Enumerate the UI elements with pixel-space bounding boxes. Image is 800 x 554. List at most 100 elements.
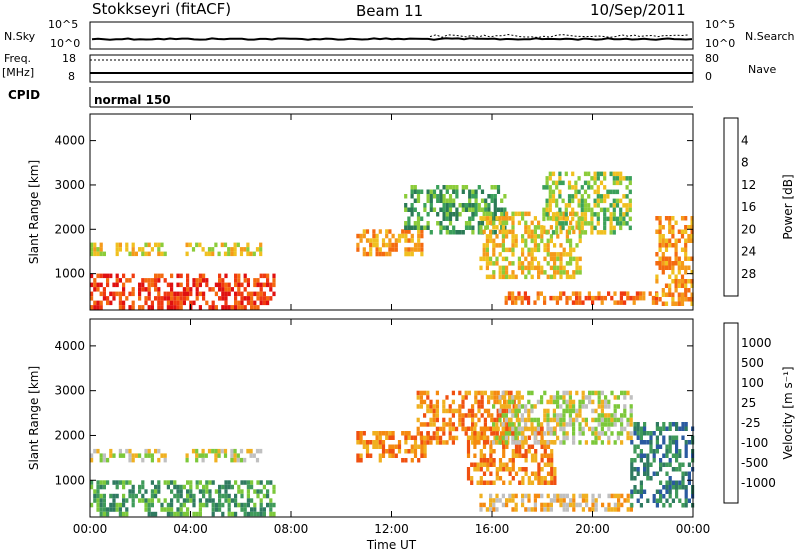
heatmap-cell (543, 270, 547, 275)
heatmap-cell (668, 220, 672, 225)
heatmap-cell (90, 484, 94, 490)
heatmap-cell (659, 489, 663, 494)
heatmap-cell (381, 444, 386, 449)
heatmap-cell (256, 511, 260, 517)
heatmap-cell (530, 256, 534, 262)
heatmap-cell (550, 453, 554, 458)
heatmap-cell (501, 493, 505, 499)
heatmap-cell (546, 243, 550, 248)
heatmap-cell (157, 489, 161, 494)
heatmap-cell (495, 225, 499, 230)
heatmap-cell (474, 198, 478, 203)
heatmap-cell (471, 207, 475, 212)
heatmap-cell (150, 300, 154, 306)
heatmap-cell (112, 291, 116, 297)
heatmap-cell (596, 194, 600, 199)
heatmap-cell (674, 279, 678, 284)
heatmap-cell (420, 233, 424, 239)
heatmap-cell (240, 493, 244, 499)
colorbar-tick-label: 16 (741, 200, 756, 214)
heatmap-cell (118, 291, 122, 297)
heatmap-cell (246, 247, 250, 252)
heatmap-cell (583, 216, 588, 222)
heatmap-cell (524, 211, 528, 217)
heatmap-cell (157, 242, 161, 248)
heatmap-cell (134, 493, 138, 499)
heatmap-cell (109, 507, 113, 512)
heatmap-cell (134, 453, 138, 458)
heatmap-cell (620, 390, 624, 396)
heatmap-cell (378, 431, 382, 436)
heatmap-cell (468, 221, 472, 226)
heatmap-cell (678, 449, 682, 454)
y-tick-label: 4000 (54, 134, 85, 148)
heatmap-cell (668, 216, 672, 221)
heatmap-cell (567, 230, 572, 235)
heatmap-cell (176, 291, 180, 297)
heatmap-cell (189, 484, 193, 490)
heatmap-cell (391, 242, 395, 248)
heatmap-cell (102, 287, 106, 292)
heatmap-cell (668, 494, 672, 499)
heatmap-cell (99, 493, 103, 499)
heatmap-cell (572, 440, 576, 445)
heatmap-cell (166, 511, 170, 517)
heatmap-cell (176, 300, 180, 306)
heatmap-cell (639, 494, 643, 499)
heatmap-cell (662, 426, 666, 431)
heatmap-cell (523, 291, 527, 296)
heatmap-cell (575, 270, 579, 275)
heatmap-cell (581, 498, 585, 503)
heatmap-cell (482, 462, 487, 467)
heatmap-cell (404, 431, 408, 436)
heatmap-cell (527, 234, 531, 239)
heatmap-cell (524, 422, 528, 427)
heatmap-cell (482, 252, 486, 257)
heatmap-cell (413, 444, 418, 449)
heatmap-cell (401, 229, 405, 234)
heatmap-cell (204, 251, 208, 257)
heatmap-cell (687, 256, 691, 261)
heatmap-cell (240, 502, 244, 508)
heatmap-cell (636, 422, 640, 427)
heatmap-cell (131, 305, 135, 310)
heatmap-cell (170, 511, 174, 517)
heatmap-cell (540, 502, 544, 508)
nsky-tick-top: 10^5 (48, 18, 79, 31)
heatmap-cell (404, 207, 408, 212)
heatmap-cell (435, 404, 439, 409)
heatmap-cell (671, 453, 675, 458)
heatmap-cell (262, 511, 266, 517)
heatmap-cell (613, 291, 617, 296)
heatmap-cell (626, 507, 630, 512)
heatmap-cell (562, 493, 566, 499)
heatmap-cell (498, 229, 502, 235)
heatmap-cell (590, 185, 594, 190)
heatmap-cell (157, 291, 161, 297)
heatmap-cell (192, 493, 196, 499)
heatmap-cell (480, 198, 485, 203)
heatmap-cell (520, 417, 524, 423)
heatmap-cell (467, 413, 471, 418)
heatmap-cell (416, 431, 420, 436)
heatmap-cell (448, 198, 453, 203)
heatmap-cell (646, 471, 650, 476)
heatmap-cell (489, 449, 493, 454)
heatmap-cell (671, 480, 675, 485)
heatmap-cell (375, 251, 379, 257)
heatmap-cell (511, 234, 515, 239)
heatmap-cell (503, 212, 507, 217)
heatmap-cell (122, 305, 126, 310)
heatmap-cell (109, 493, 113, 499)
heatmap-cell (556, 234, 560, 239)
heatmap-cell (452, 185, 456, 190)
heatmap-cell (131, 489, 135, 494)
heatmap-cell (514, 395, 518, 400)
heatmap-cell (511, 462, 515, 467)
heatmap-cell (490, 198, 494, 203)
heatmap-cell (500, 225, 504, 230)
heatmap-cell (410, 247, 414, 252)
heatmap-cell (619, 216, 623, 222)
heatmap-cell (514, 404, 518, 409)
heatmap-cell (186, 507, 190, 512)
